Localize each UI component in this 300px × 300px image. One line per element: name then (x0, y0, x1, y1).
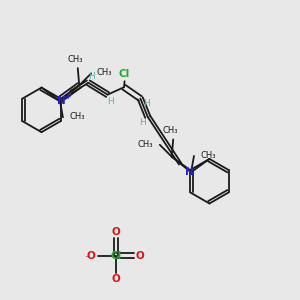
Text: CH₃: CH₃ (70, 112, 85, 121)
Text: N: N (185, 167, 194, 177)
Text: O: O (111, 227, 120, 237)
Text: N: N (57, 96, 66, 106)
Text: Cl: Cl (119, 69, 130, 80)
Text: O: O (136, 250, 145, 260)
Text: CH₃: CH₃ (138, 140, 153, 149)
Text: O: O (86, 250, 95, 260)
Text: H: H (143, 99, 150, 108)
Text: H: H (107, 97, 114, 106)
Text: ⁻: ⁻ (84, 254, 89, 264)
Text: CH₃: CH₃ (163, 126, 178, 135)
Text: CH₃: CH₃ (67, 55, 83, 64)
Text: H: H (139, 118, 146, 127)
Text: Cl: Cl (110, 250, 122, 260)
Text: H: H (88, 72, 95, 81)
Text: O: O (111, 274, 120, 284)
Text: +: + (64, 92, 71, 101)
Text: CH₃: CH₃ (200, 151, 216, 160)
Text: CH₃: CH₃ (97, 68, 112, 77)
